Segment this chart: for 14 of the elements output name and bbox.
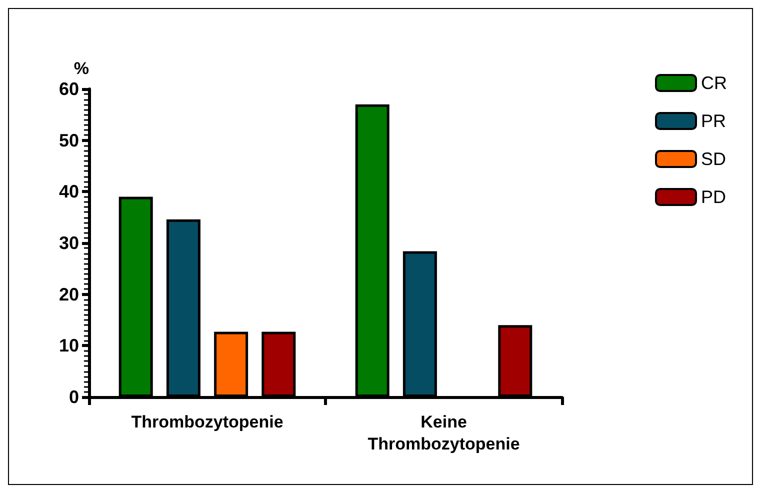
- y-tick-label: 20: [58, 284, 79, 304]
- y-tick-label: 50: [58, 130, 79, 150]
- legend-label: CR: [701, 73, 727, 93]
- y-tick-label: 40: [58, 182, 79, 202]
- legend-label: PD: [701, 187, 726, 207]
- legend-label: SD: [701, 149, 726, 169]
- y-tick-label: 60: [58, 79, 79, 99]
- y-tick-label: 30: [58, 233, 79, 253]
- y-tick-label: 0: [68, 387, 79, 407]
- x-tick-label: Keine Thrombozytopenie: [368, 412, 520, 454]
- y-tick-label: 10: [58, 336, 79, 356]
- x-tick-label: Thrombozytopenie: [131, 412, 284, 432]
- y-axis-title: %: [74, 59, 89, 78]
- legend-label: PR: [701, 111, 726, 131]
